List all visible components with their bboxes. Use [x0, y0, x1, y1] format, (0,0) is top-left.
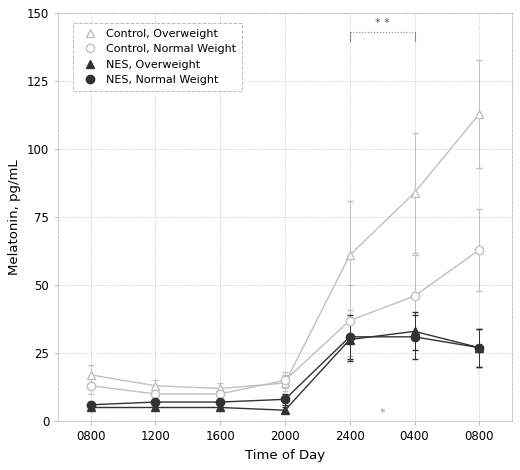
Text: * *: * * [375, 18, 389, 28]
Legend: Control, Overweight, Control, Normal Weight, NES, Overweight, NES, Normal Weight: Control, Overweight, Control, Normal Wei… [73, 23, 242, 91]
X-axis label: Time of Day: Time of Day [245, 449, 325, 462]
Y-axis label: Melatonin, pg/mL: Melatonin, pg/mL [8, 159, 21, 275]
Text: *: * [379, 408, 385, 418]
